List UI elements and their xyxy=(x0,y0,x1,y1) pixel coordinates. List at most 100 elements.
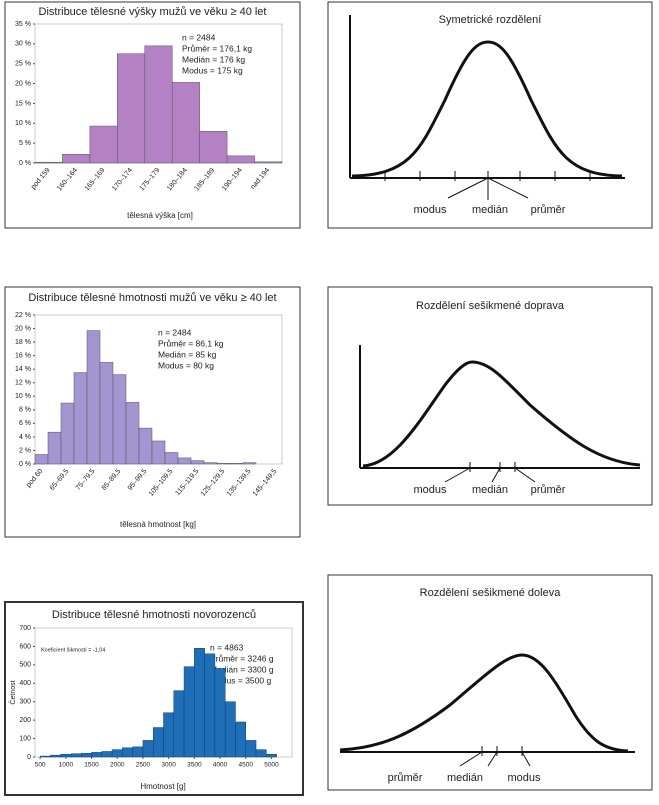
bar xyxy=(245,740,257,758)
bar xyxy=(235,721,246,758)
bar xyxy=(224,701,236,758)
annotation: Medián = 85 kg xyxy=(158,349,217,359)
x-tick-label: 65–69,5 xyxy=(49,468,71,492)
bar xyxy=(86,330,101,465)
bar xyxy=(199,130,228,164)
y-tick-label: 300 xyxy=(19,699,31,706)
annotation: Průměr = 3246 g xyxy=(210,653,274,663)
y-tick-label: 400 xyxy=(19,680,31,687)
x-tick-label: 5000 xyxy=(264,762,279,769)
bar xyxy=(171,82,200,164)
chart-frame xyxy=(4,286,301,538)
annotation: Modus = 175 kg xyxy=(182,65,243,75)
annotation: Průměr = 176,1 kg xyxy=(182,43,252,53)
bar xyxy=(47,431,62,465)
diagram-label: průměr xyxy=(531,484,566,496)
y-tick-label: 14 % xyxy=(15,366,31,373)
annotation: Modus = 3500 g xyxy=(210,675,271,685)
curve xyxy=(362,360,641,468)
diagram-label: modus xyxy=(413,484,447,496)
x-tick-label: pod 159 xyxy=(30,167,52,191)
diagram-label: průměr xyxy=(531,204,566,216)
chart-frame xyxy=(4,601,304,796)
annotation: Průměr = 86,1 kg xyxy=(158,338,224,348)
bar xyxy=(125,402,140,465)
annotation: n = 4863 xyxy=(210,642,244,652)
y-tick-label: 100 xyxy=(19,735,31,742)
y-tick-label: 700 xyxy=(19,625,31,632)
bar xyxy=(194,648,205,758)
bar xyxy=(89,125,118,164)
y-tick-label: 8 % xyxy=(19,407,31,414)
x-tick-label: 190–194 xyxy=(221,167,244,192)
x-tick-label: 180–184 xyxy=(166,167,189,192)
chart-frame xyxy=(4,1,301,229)
bar xyxy=(60,402,75,465)
diagram-label: modus xyxy=(413,204,447,216)
y-tick-label: 20 % xyxy=(15,80,31,87)
ticks xyxy=(444,462,536,483)
x-tick-label: 115–119,5 xyxy=(174,468,200,497)
x-tick-label: 185–189 xyxy=(193,167,216,192)
bar xyxy=(190,460,205,465)
y-tick-label: 15 % xyxy=(15,100,31,107)
x-tick-label: 4000 xyxy=(213,762,228,769)
x-tick-label: 85–89,5 xyxy=(101,468,123,492)
chart-title: Distribuce tělesné hmotnosti novorozenců xyxy=(52,609,256,621)
bar xyxy=(112,374,127,465)
x-tick-label: 1500 xyxy=(84,762,99,769)
y-tick-label: 0 % xyxy=(19,160,31,167)
y-tick-label: 30 % xyxy=(15,41,31,48)
x-tick-label: 75–79,5 xyxy=(75,468,97,492)
bar xyxy=(183,666,195,758)
bar xyxy=(266,753,277,758)
bar xyxy=(254,161,283,164)
bar xyxy=(142,740,154,758)
bar xyxy=(226,155,255,164)
y-tick-label: 6 % xyxy=(19,420,31,427)
x-axis-label: Hmotnost [g] xyxy=(140,782,185,791)
bar xyxy=(122,747,133,758)
x-tick-label: 3500 xyxy=(187,762,202,769)
y-tick-label: 200 xyxy=(19,717,31,724)
x-tick-label: 2000 xyxy=(110,762,125,769)
bar xyxy=(204,653,216,758)
diagram-label: medián xyxy=(447,772,483,784)
bar xyxy=(173,690,185,758)
diagram-title: Symetrické rozdělení xyxy=(439,14,542,26)
x-tick-label: 135–139,5 xyxy=(226,468,253,498)
x-tick-label: nad 194 xyxy=(250,167,272,191)
annotation: n = 2484 xyxy=(158,327,192,337)
bar xyxy=(73,372,88,465)
y-tick-label: 12 % xyxy=(15,380,31,387)
y-tick-label: 10 % xyxy=(15,393,31,400)
y-tick-label: 5 % xyxy=(19,140,31,147)
annotation: n = 2484 xyxy=(182,32,216,42)
bar xyxy=(39,755,51,758)
x-tick-label: 170–174 xyxy=(111,167,134,192)
bar xyxy=(62,154,91,164)
bar xyxy=(163,712,175,758)
bar xyxy=(117,53,146,164)
x-tick-label: 3000 xyxy=(161,762,176,769)
bar xyxy=(138,427,153,465)
bar xyxy=(229,463,244,465)
diagram-frame xyxy=(327,574,653,791)
x-tick-label: 500 xyxy=(35,762,46,769)
bar xyxy=(50,754,61,758)
x-tick-label: 95–99,5 xyxy=(127,468,149,492)
annotation: Medián = 3300 g xyxy=(210,664,274,674)
diagram-title: Rozdělení sešikmené doprava xyxy=(416,300,565,312)
annotation: Medián = 176 kg xyxy=(182,54,245,64)
diagram-label: medián xyxy=(472,204,508,216)
y-tick-label: 25 % xyxy=(15,61,31,68)
bar xyxy=(203,462,218,465)
bar xyxy=(144,45,173,164)
bar xyxy=(34,161,63,164)
x-tick-label: 2500 xyxy=(136,762,151,769)
ticks xyxy=(459,746,531,767)
x-tick-label: 105–109,5 xyxy=(148,468,175,498)
bar xyxy=(99,362,114,465)
y-tick-label: 2 % xyxy=(19,447,31,454)
